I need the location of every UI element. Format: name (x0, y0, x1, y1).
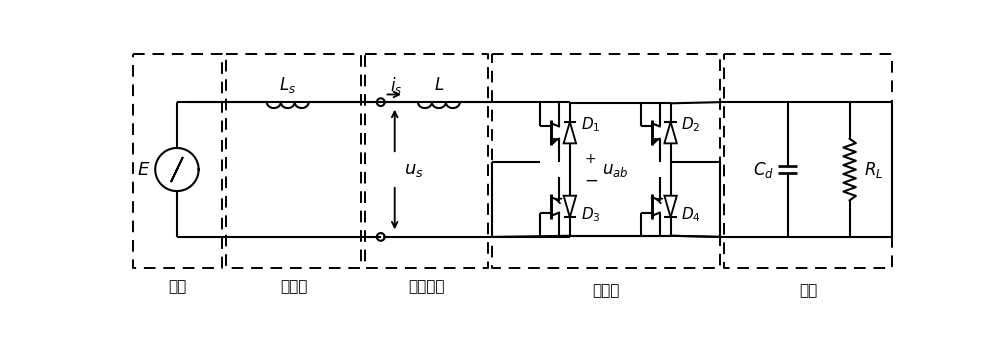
Text: $u_s$: $u_s$ (404, 161, 424, 178)
Text: $E$: $E$ (137, 161, 151, 178)
Text: $L$: $L$ (434, 76, 444, 94)
Text: $u_{ab}$: $u_{ab}$ (602, 161, 628, 178)
Text: 变流器: 变流器 (592, 283, 620, 298)
Text: 牢徕网: 牢徕网 (280, 280, 307, 294)
Text: 负载: 负载 (799, 283, 817, 298)
Text: $C_d$: $C_d$ (753, 160, 774, 179)
Text: $D_1$: $D_1$ (581, 116, 600, 134)
Text: $D_3$: $D_3$ (581, 205, 600, 223)
Text: $D_2$: $D_2$ (681, 116, 701, 134)
Text: 滤波电感: 滤波电感 (408, 280, 445, 294)
Polygon shape (564, 196, 576, 217)
Polygon shape (564, 122, 576, 143)
Text: +: + (585, 152, 597, 166)
Text: 电源: 电源 (168, 280, 186, 294)
Polygon shape (664, 196, 677, 217)
Text: $D_4$: $D_4$ (681, 205, 701, 223)
Text: $L_s$: $L_s$ (279, 75, 296, 95)
Polygon shape (664, 122, 677, 143)
Text: $R_L$: $R_L$ (864, 160, 883, 179)
Text: $i_s$: $i_s$ (390, 75, 402, 96)
Text: −: − (584, 171, 598, 189)
